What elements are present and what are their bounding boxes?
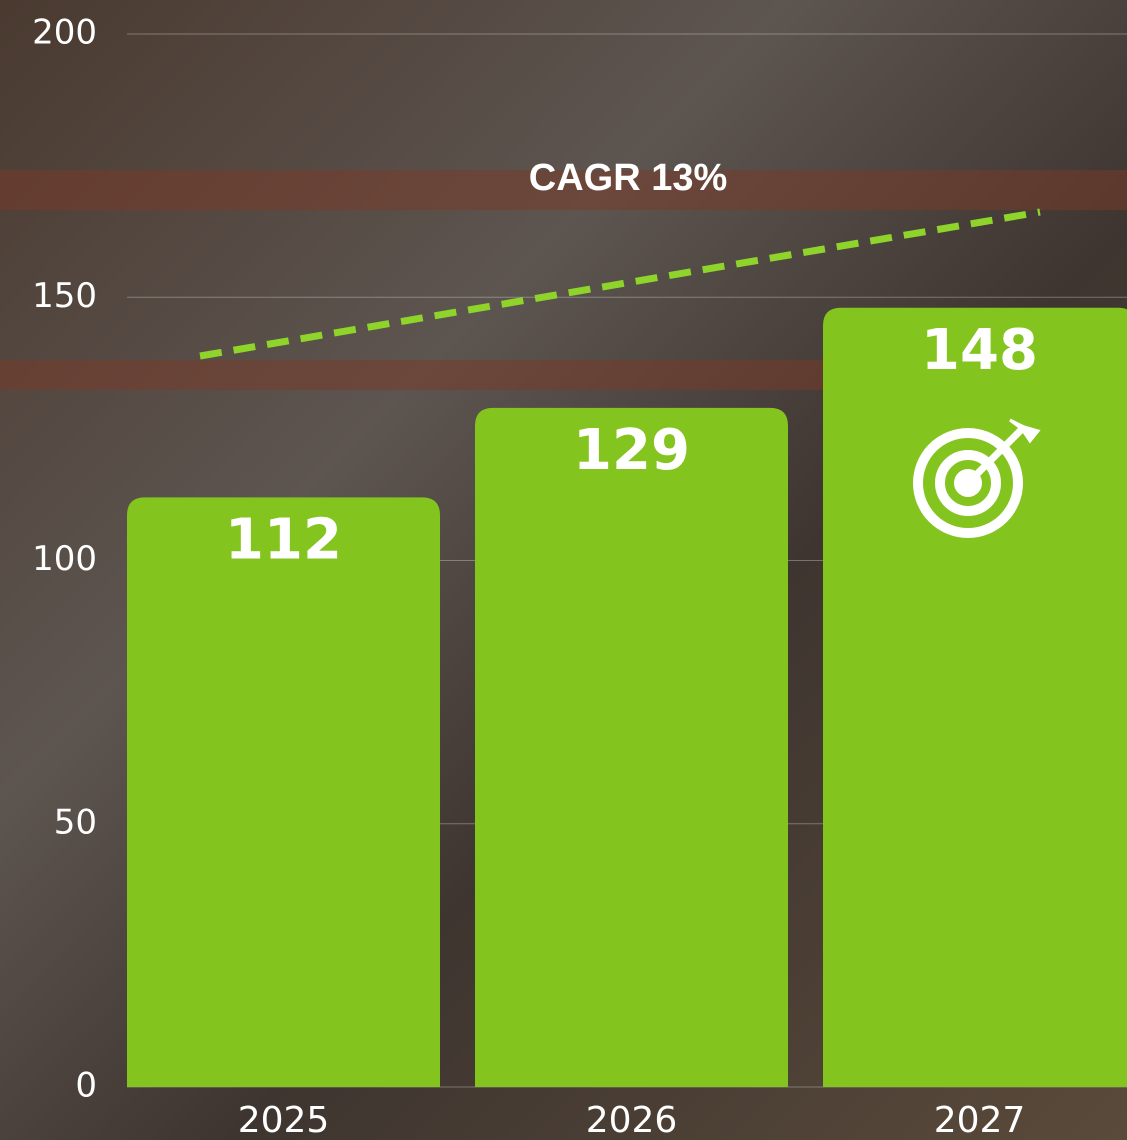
y-tick-label: 100 <box>32 539 97 579</box>
target-icon <box>913 418 1041 538</box>
value-label: 112 <box>225 507 342 572</box>
x-tick-label: 2027 <box>934 1100 1026 1140</box>
bars: 112 2025 129 2026 148 2027 <box>127 307 1127 1140</box>
value-label: 129 <box>573 418 690 483</box>
y-tick-label: 0 <box>75 1066 97 1106</box>
annotation: CAGR 13% <box>529 157 728 199</box>
y-tick-label: 50 <box>54 802 97 842</box>
y-tick-label: 150 <box>32 276 97 316</box>
trend-line <box>199 208 1041 360</box>
bar <box>475 407 788 1087</box>
x-tick-label: 2026 <box>586 1100 678 1140</box>
x-tick-label: 2025 <box>238 1100 330 1140</box>
y-tick-label: 200 <box>32 13 97 53</box>
bar <box>823 307 1127 1087</box>
value-label: 148 <box>921 318 1038 383</box>
shelf-decoration <box>0 170 1127 210</box>
bar <box>127 497 440 1087</box>
